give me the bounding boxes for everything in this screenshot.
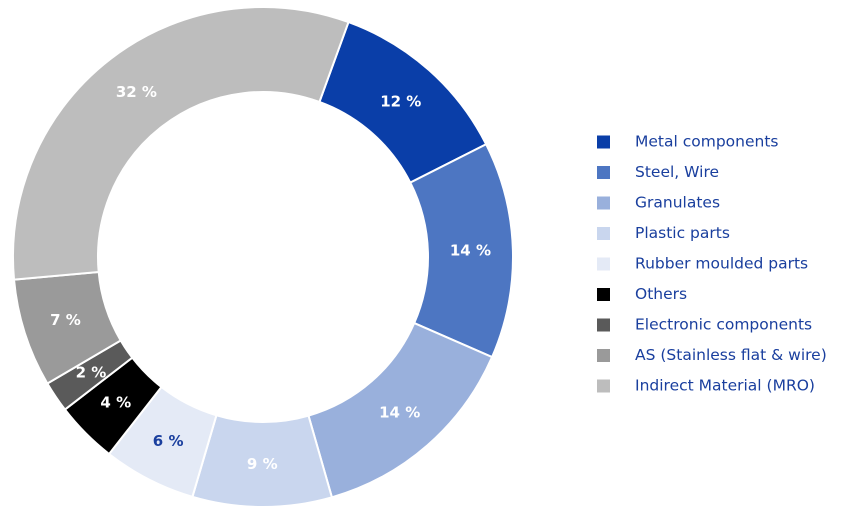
- legend-swatch: [597, 349, 610, 362]
- legend-swatch: [597, 166, 610, 179]
- legend-swatch: [597, 257, 610, 271]
- legend-label: Metal components: [635, 133, 778, 151]
- legend-label: Electronic components: [635, 316, 812, 334]
- legend-swatch: [597, 318, 610, 332]
- value-label: 6 %: [153, 432, 184, 450]
- legend-label: Plastic parts: [635, 224, 730, 242]
- value-label: 9 %: [247, 455, 278, 473]
- legend-swatch: [597, 227, 610, 240]
- value-label: 12 %: [380, 92, 421, 110]
- legend-swatch: [597, 135, 610, 149]
- legend-label: Steel, Wire: [635, 163, 719, 181]
- legend-label: Indirect Material (MRO): [635, 377, 815, 395]
- donut-slice: [12, 6, 350, 281]
- value-label: 7 %: [50, 311, 81, 329]
- legend-swatch: [597, 196, 610, 210]
- value-label: 2 %: [76, 364, 107, 382]
- legend-label: AS (Stainless flat & wire): [635, 346, 827, 364]
- value-label: 14 %: [450, 242, 491, 260]
- legend-swatch: [597, 288, 610, 301]
- legend-label: Others: [635, 285, 687, 303]
- value-label: 14 %: [379, 404, 420, 422]
- legend-label: Granulates: [635, 194, 720, 212]
- legend-swatch: [597, 379, 610, 393]
- value-label: 32 %: [116, 83, 157, 101]
- value-label: 4 %: [100, 394, 131, 412]
- legend-label: Rubber moulded parts: [635, 255, 808, 273]
